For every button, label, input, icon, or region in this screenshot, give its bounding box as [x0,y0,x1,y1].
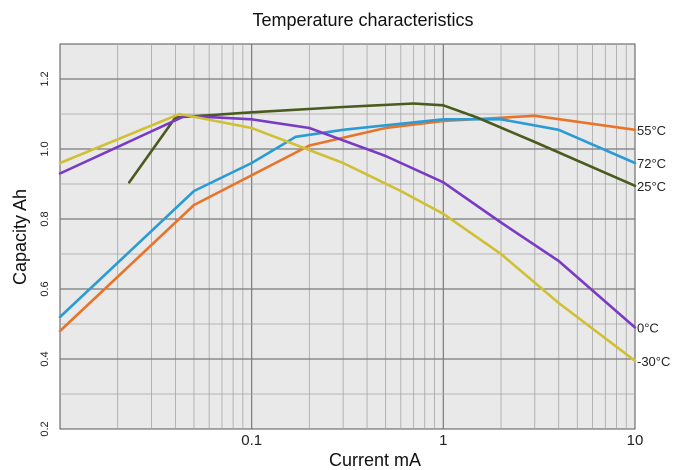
y-tick-label: 0.4 [39,351,51,366]
y-tick-labels: 0.2 0.4 0.6 0.8 1.0 1.2 [39,71,51,436]
y-axis-label: Capacity Ah [10,189,30,285]
series-lines [58,102,637,363]
grid-lines [60,44,635,429]
y-tick-label: 1.2 [39,71,51,86]
y-tick-label: 1.0 [39,141,51,156]
series-label: 72°C [637,156,666,171]
series-line [58,114,637,333]
x-tick-label: 1 [439,432,447,449]
x-tick-labels: 0.1 1 10 [241,432,643,449]
series-line [58,114,637,329]
plot-area [59,43,636,430]
x-tick-label: 0.1 [241,432,262,449]
y-tick-label: 0.8 [39,211,51,226]
series-label: 55°C [637,123,666,138]
chart-title: Temperature characteristics [252,10,473,30]
x-axis-label: Current mA [329,450,421,470]
series-labels: 55°C 72°C 25°C 0°C -30°C [637,123,670,369]
x-tick-label: 10 [627,432,644,449]
series-label: 0°C [637,321,659,336]
y-tick-label: 0.6 [39,281,51,296]
y-tick-label: 0.2 [39,421,51,436]
series-label: 25°C [637,179,666,194]
series-line [58,112,637,363]
series-label: -30°C [637,354,670,369]
series-line [58,118,637,319]
